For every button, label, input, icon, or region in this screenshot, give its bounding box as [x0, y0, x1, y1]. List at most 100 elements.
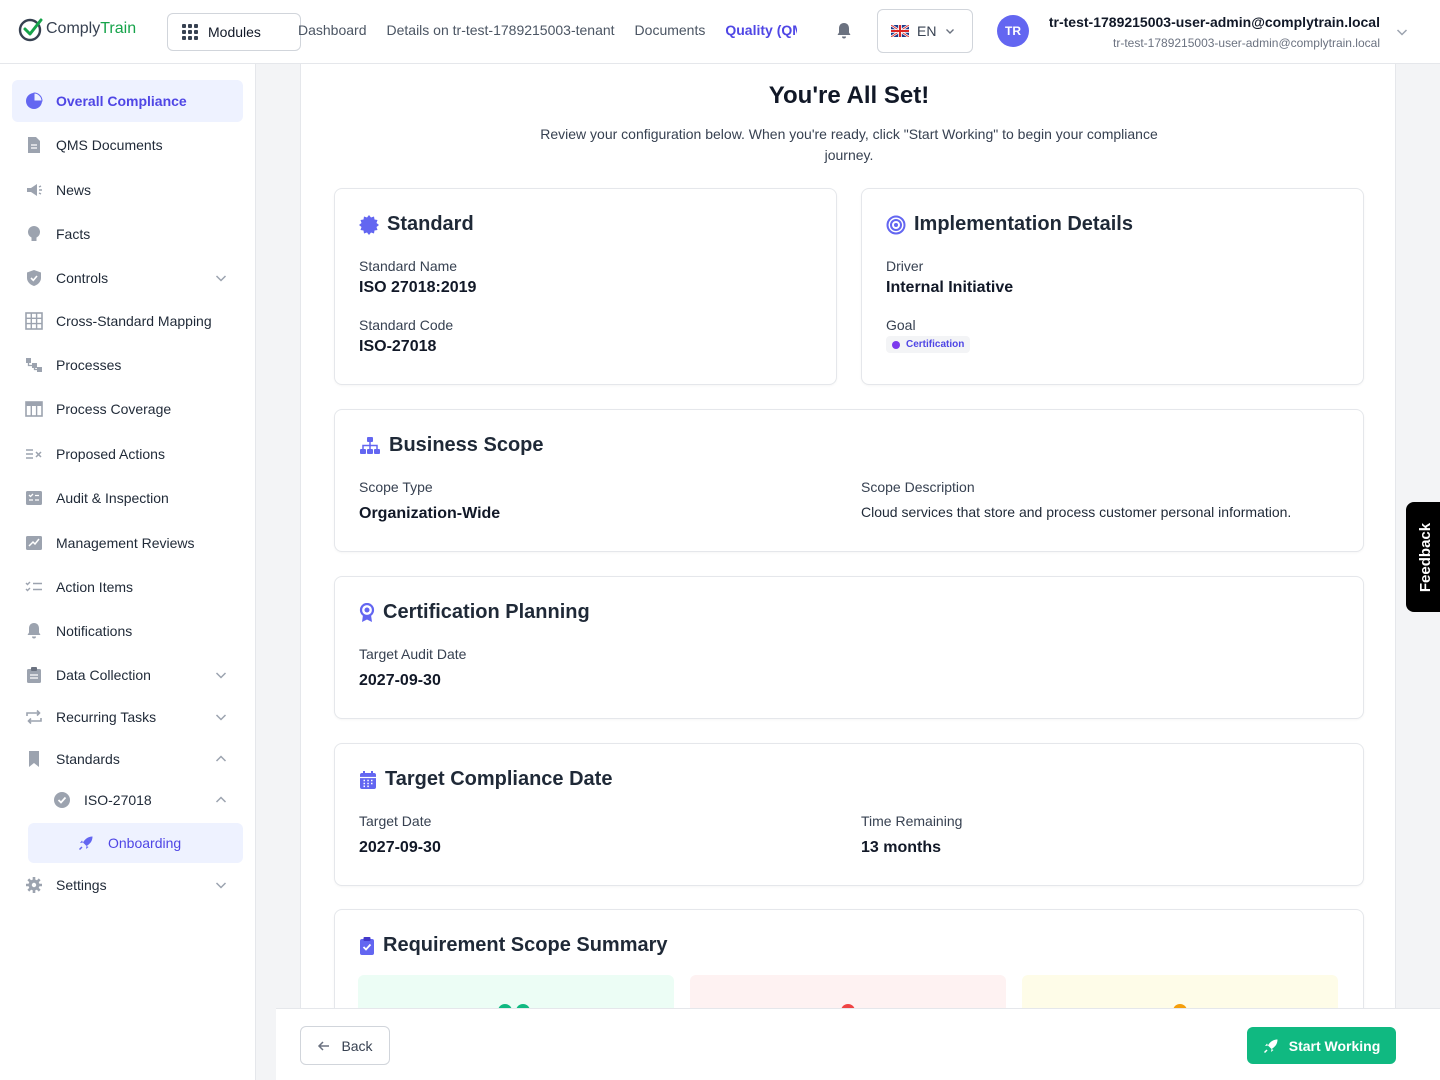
arrow-left-icon [318, 1040, 330, 1051]
uk-flag-icon [891, 25, 909, 37]
calendar-icon [360, 770, 376, 789]
logo-check-icon [18, 18, 43, 42]
goal-label: Goal [886, 317, 916, 333]
sidebar-item-proposed-actions[interactable]: Proposed Actions [12, 433, 243, 475]
green-dot-icon [498, 1004, 512, 1008]
user-name[interactable]: tr-test-1789215003-user-admin@complytrai… [1048, 14, 1380, 30]
requirements-in-scope-stat [358, 975, 674, 1008]
top-bar: ComplyTrain Modules Dashboard Details on… [0, 0, 1440, 64]
time-remaining-label: Time Remaining [861, 813, 963, 829]
standard-name-label: Standard Name [359, 258, 458, 274]
org-chart-icon [360, 436, 380, 454]
nav-documents[interactable]: Documents [634, 22, 706, 38]
avatar[interactable]: TR [997, 15, 1029, 47]
sidebar-item-label: Settings [56, 877, 107, 893]
sidebar-item-qms-documents[interactable]: QMS Documents [12, 124, 243, 166]
certification-heading: Certification Planning [359, 601, 590, 624]
nav-dashboard[interactable]: Dashboard [298, 22, 367, 38]
start-working-label: Start Working [1288, 1037, 1381, 1054]
bookmark-icon [24, 749, 44, 769]
modules-label: Modules [208, 24, 261, 40]
scope-type-label: Scope Type [359, 479, 433, 495]
sidebar-item-label: Notifications [56, 623, 133, 639]
table-icon [24, 399, 44, 419]
sidebar-item-management-reviews[interactable]: Management Reviews [12, 522, 243, 564]
shield-icon [24, 268, 44, 288]
sidebar-item-label: Cross-Standard Mapping [56, 313, 212, 329]
scope-description-label: Scope Description [861, 479, 975, 495]
chevron-down-icon [946, 29, 955, 34]
chart-edit-icon [24, 533, 44, 553]
sidebar-item-label: Controls [56, 270, 109, 286]
grid-icon [182, 24, 198, 40]
repeat-icon [24, 707, 44, 727]
goal-badge: Certification [886, 336, 971, 353]
megaphone-icon [24, 180, 44, 200]
certification-planning-card: Certification Planning Target Audit Date… [334, 576, 1364, 719]
sidebar: Overall Compliance QMS Documents News Fa… [0, 64, 256, 1080]
sidebar-item-label: Action Items [56, 579, 134, 595]
checklist-icon [24, 488, 44, 508]
target-icon [886, 215, 906, 234]
flow-icon [24, 355, 44, 375]
page-title: You're All Set! [768, 82, 930, 109]
target-audit-date-label: Target Audit Date [359, 646, 467, 662]
sidebar-item-iso-27018[interactable]: ISO-27018 [40, 779, 243, 821]
green-dot-icon [516, 1004, 530, 1008]
standard-code-label: Standard Code [359, 317, 454, 333]
back-button[interactable]: Back [300, 1026, 390, 1065]
goal-dot-icon [892, 340, 900, 349]
business-scope-heading: Business Scope [359, 434, 544, 457]
chevron-down-icon [215, 882, 227, 889]
target-compliance-card: Target Compliance Date Target Date 2027-… [334, 743, 1364, 886]
logo-text: ComplyTrain [46, 20, 137, 37]
page-subtitle: Review your configuration below. When yo… [540, 126, 1158, 163]
sidebar-item-label: Audit & Inspection [56, 490, 169, 506]
nav-tenant-details[interactable]: Details on tr-test-1789215003-tenant [386, 22, 615, 38]
sidebar-item-notifications[interactable]: Notifications [12, 610, 243, 652]
implementation-heading: Implementation Details [886, 213, 1133, 236]
red-dot-icon [841, 1004, 855, 1008]
table-grid-icon [24, 311, 44, 331]
chevron-down-icon [215, 714, 227, 721]
requirements-pending-stat [1022, 975, 1338, 1008]
lightbulb-icon [24, 224, 44, 244]
wizard-footer: Back Start Working [276, 1008, 1440, 1080]
sidebar-item-controls[interactable]: Controls [12, 257, 243, 299]
start-working-button[interactable]: Start Working [1247, 1027, 1396, 1064]
sidebar-item-overall-compliance[interactable]: Overall Compliance [12, 80, 243, 122]
sidebar-item-label: Management Reviews [56, 535, 195, 551]
app-logo[interactable]: ComplyTrain [18, 16, 136, 42]
sidebar-item-audit-inspection[interactable]: Audit & Inspection [12, 477, 243, 519]
sidebar-item-cross-standard-mapping[interactable]: Cross-Standard Mapping [12, 300, 243, 342]
sidebar-item-process-coverage[interactable]: Process Coverage [12, 388, 243, 430]
sidebar-item-recurring-tasks[interactable]: Recurring Tasks [12, 696, 243, 738]
user-menu-chevron-icon[interactable] [1394, 24, 1410, 40]
sidebar-item-label: QMS Documents [56, 137, 163, 153]
chevron-down-icon [215, 672, 227, 679]
sidebar-item-action-items[interactable]: Action Items [12, 566, 243, 608]
sidebar-item-processes[interactable]: Processes [12, 344, 243, 386]
clipboard-icon [24, 665, 44, 685]
chevron-down-icon [215, 275, 227, 282]
sidebar-item-standards[interactable]: Standards [12, 738, 243, 780]
list-check-icon [24, 577, 44, 597]
sidebar-item-label: Facts [56, 226, 91, 242]
nav-quality[interactable]: Quality (QMS) [725, 22, 797, 38]
modules-button[interactable]: Modules [167, 13, 301, 51]
sidebar-item-label: Process Coverage [56, 401, 172, 417]
sidebar-item-onboarding[interactable]: Onboarding [28, 823, 243, 863]
target-audit-date-value: 2027-09-30 [359, 672, 441, 689]
standard-name-value: ISO 27018:2019 [359, 279, 477, 296]
feedback-tab[interactable]: Feedback [1406, 502, 1440, 612]
badge-check-icon [52, 790, 72, 810]
sidebar-item-settings[interactable]: Settings [12, 864, 243, 906]
sidebar-item-news[interactable]: News [12, 169, 243, 211]
language-selector[interactable]: EN [877, 9, 973, 53]
sidebar-item-facts[interactable]: Facts [12, 213, 243, 255]
certificate-badge-icon [359, 214, 379, 235]
notification-bell-icon[interactable] [836, 22, 852, 40]
sidebar-item-label: Standards [56, 751, 120, 767]
business-scope-card: Business Scope Scope Type Organization-W… [334, 409, 1364, 552]
sidebar-item-data-collection[interactable]: Data Collection [12, 654, 243, 696]
